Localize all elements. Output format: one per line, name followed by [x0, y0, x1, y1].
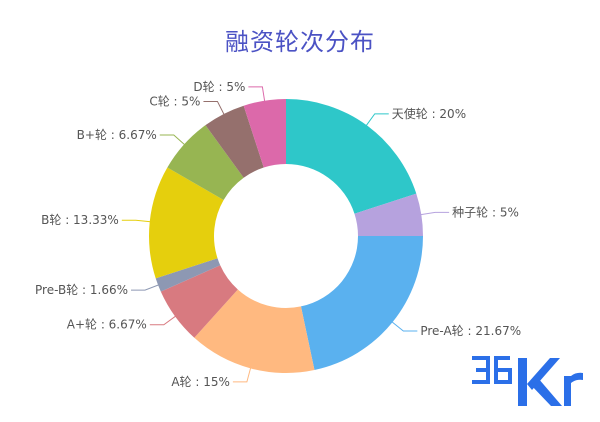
donut-slice[interactable] — [160, 265, 238, 338]
donut-slice[interactable] — [286, 99, 417, 214]
slice-label: D轮 : 5% — [193, 80, 245, 94]
donut-slice[interactable] — [354, 193, 423, 236]
36kr-logo-icon — [472, 356, 583, 406]
donut-slice[interactable] — [194, 289, 315, 373]
leader-line — [390, 320, 418, 332]
leader-line — [248, 86, 266, 103]
donut-slice[interactable] — [300, 236, 423, 371]
leader-line — [159, 134, 187, 147]
slice-label: Pre-A轮 : 21.67% — [420, 324, 521, 338]
donut-slice[interactable] — [205, 105, 264, 178]
donut-slice[interactable] — [243, 99, 286, 168]
chart-title: 融资轮次分布 — [225, 28, 375, 56]
leader-line — [149, 314, 178, 326]
leader-line — [203, 100, 226, 116]
leader-line — [232, 366, 252, 383]
donut-slice[interactable] — [167, 125, 244, 201]
leader-line — [131, 283, 161, 291]
slice-label: B+轮 : 6.67% — [77, 128, 157, 142]
slice-label: Pre-B轮 : 1.66% — [35, 283, 128, 297]
leader-line — [419, 211, 450, 216]
leader-line — [364, 113, 389, 128]
leader-line — [121, 219, 152, 223]
donut-slice[interactable] — [155, 258, 221, 292]
slice-label: A+轮 : 6.67% — [67, 318, 147, 332]
donut-slice[interactable] — [149, 167, 224, 279]
slice-label: 种子轮 : 5% — [452, 205, 519, 219]
donut-slices — [149, 99, 423, 373]
slice-label: B轮 : 13.33% — [41, 213, 119, 227]
slice-labels: 天使轮 : 20% 种子轮 : 5% Pre-A轮 : 21.67% A轮 : 15%… — [35, 80, 521, 389]
slice-label: A轮 : 15% — [171, 375, 230, 389]
slice-label: C轮 : 5% — [149, 94, 200, 108]
slice-label: 天使轮 : 20% — [392, 106, 466, 121]
